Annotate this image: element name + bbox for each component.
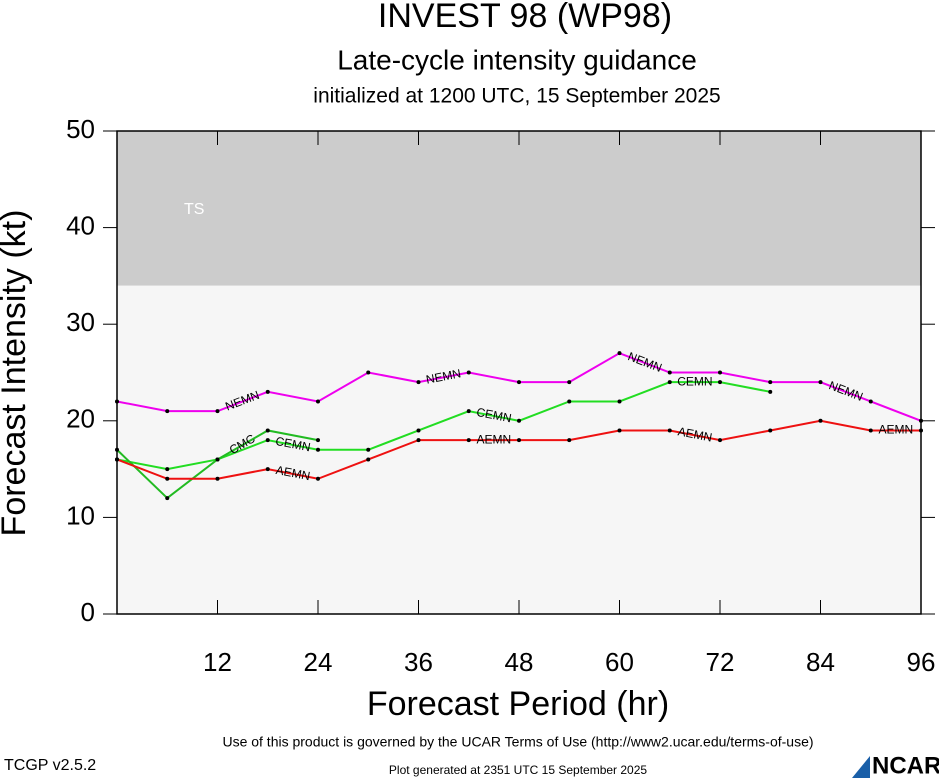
series-point	[115, 457, 119, 462]
series-point	[768, 428, 773, 433]
version: TCGP v2.5.2	[4, 757, 96, 774]
x-axis-label: Forecast Period (hr)	[367, 685, 669, 723]
y-tick-label: 40	[66, 210, 95, 240]
series-point	[366, 370, 371, 375]
series-label: AEMN	[275, 463, 312, 483]
series-line	[116, 381, 771, 471]
series-point	[316, 399, 320, 404]
series-label: CEMN	[475, 405, 512, 425]
generated: Plot generated at 2351 UTC 15 September …	[389, 763, 647, 777]
series-point	[768, 380, 773, 385]
series-label: CEMN	[274, 434, 311, 454]
series-point	[165, 496, 170, 501]
series-point	[517, 438, 521, 443]
y-tick-label: 30	[66, 307, 95, 337]
series-point	[768, 389, 773, 394]
x-tick-label: 36	[404, 647, 433, 677]
y-tick-label: 20	[66, 404, 95, 434]
series-point	[667, 380, 672, 385]
series-point	[868, 399, 873, 404]
series-point	[115, 399, 119, 404]
series-point	[466, 438, 471, 443]
series-point	[466, 409, 471, 414]
series-point	[517, 418, 521, 423]
x-tick-label: 12	[203, 647, 232, 677]
series-point	[718, 370, 722, 375]
series-point	[919, 418, 923, 423]
x-tick-label: 72	[706, 647, 735, 677]
series-point	[215, 409, 220, 414]
series-point	[667, 428, 672, 433]
terms: Use of this product is governed by the U…	[222, 734, 813, 750]
intensity-band	[117, 131, 921, 286]
y-axis-label: Forecast Intensity (kt)	[0, 210, 33, 537]
x-tick-label: 96	[907, 647, 936, 677]
chart-subtitle: Late-cycle intensity guidance	[337, 44, 697, 75]
series-point	[617, 351, 622, 356]
series-point	[115, 447, 119, 452]
series-point	[718, 380, 722, 385]
series-point	[818, 380, 823, 385]
x-tick-label: 84	[806, 647, 835, 677]
y-tick-label: 0	[81, 597, 95, 627]
chart-title: INVEST 98 (WP98)	[378, 0, 672, 35]
logo-mark	[852, 756, 870, 778]
series-point	[567, 380, 572, 385]
series-point	[567, 438, 572, 443]
series-point	[919, 428, 923, 433]
series-point	[215, 457, 220, 462]
series-point	[567, 399, 572, 404]
series-point	[617, 428, 622, 433]
x-tick-label: 24	[304, 647, 333, 677]
series-point	[265, 389, 270, 394]
series-point	[667, 370, 672, 375]
series-point	[316, 476, 320, 481]
series-point	[818, 418, 823, 423]
init-time: initialized at 1200 UTC, 15 September 20…	[313, 85, 720, 108]
series-point	[466, 370, 471, 375]
series-point	[366, 447, 371, 452]
series-point	[868, 428, 873, 433]
series-label: AEMN	[677, 424, 714, 444]
series-point	[165, 467, 170, 472]
x-tick-label: 60	[605, 647, 634, 677]
series-point	[265, 438, 270, 443]
series-point	[416, 380, 421, 385]
series-point	[265, 467, 270, 472]
series-point	[265, 428, 270, 433]
series-point	[165, 476, 170, 481]
y-tick-label: 10	[66, 500, 95, 530]
series-point	[718, 438, 722, 443]
y-tick-label: 50	[66, 114, 95, 144]
series-point	[617, 399, 622, 404]
series-point	[416, 428, 421, 433]
series-point	[517, 380, 521, 385]
series-point	[215, 476, 220, 481]
series-point	[366, 457, 371, 462]
series-point	[416, 438, 421, 443]
series-label: NEMN	[425, 366, 462, 386]
band-label: TS	[184, 201, 204, 218]
series-label: CEMN	[677, 374, 712, 388]
series-label: AEMN	[477, 432, 512, 446]
logo: NCAR	[872, 752, 939, 779]
x-tick-label: 48	[505, 647, 534, 677]
series-label: AEMN	[879, 423, 914, 437]
series-point	[316, 438, 320, 443]
series-point	[165, 409, 170, 414]
series-point	[316, 447, 320, 452]
